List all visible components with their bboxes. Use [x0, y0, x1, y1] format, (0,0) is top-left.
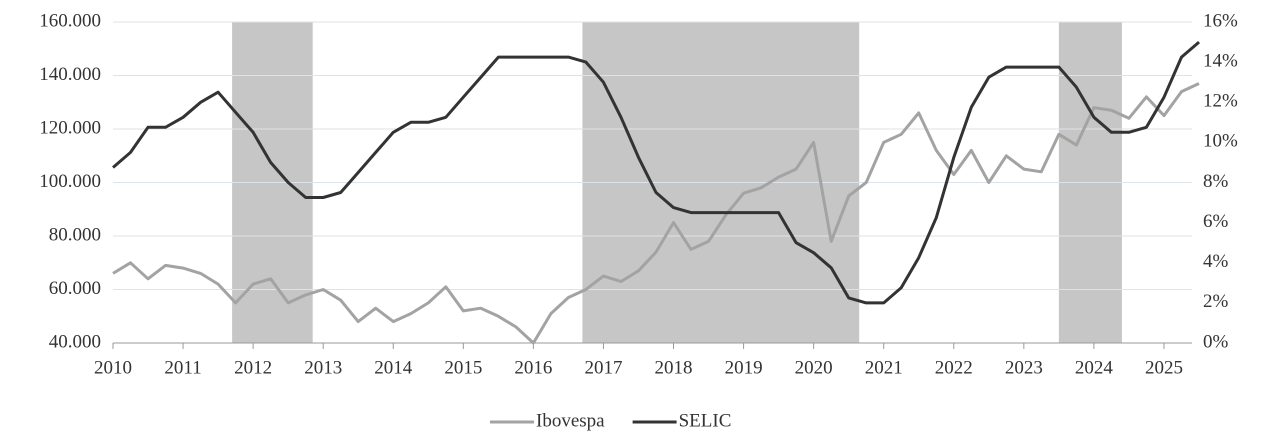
x-tick-label: 2015	[444, 357, 482, 378]
y-tick-label: 120.000	[39, 117, 101, 138]
y-tick-label: 160.000	[39, 10, 101, 31]
y2-tick-label: 12%	[1203, 91, 1238, 112]
legend-label: Ibovespa	[536, 410, 605, 431]
y2-tick-label: 0%	[1203, 331, 1229, 352]
y2-tick-label: 10%	[1203, 131, 1238, 152]
x-tick-label: 2023	[1005, 357, 1043, 378]
y-tick-label: 80.000	[49, 224, 101, 245]
x-tick-label: 2021	[865, 357, 903, 378]
x-tick-label: 2011	[164, 357, 201, 378]
series-line	[112, 82, 1200, 345]
y2-tick-label: 4%	[1203, 251, 1229, 272]
y2-tick-label: 2%	[1203, 291, 1229, 312]
x-tick-label: 2010	[94, 357, 132, 378]
x-tick-label: 2014	[374, 357, 413, 378]
y2-tick-label: 6%	[1203, 211, 1229, 232]
x-tick-label: 2017	[584, 357, 622, 378]
y-tick-label: 60.000	[49, 278, 101, 299]
x-tick-label: 2022	[935, 357, 973, 378]
x-tick-label: 2019	[725, 357, 763, 378]
x-tick-label: 2016	[514, 357, 552, 378]
y-tick-label: 140.000	[39, 64, 101, 85]
x-tick-label: 2013	[304, 357, 342, 378]
y-tick-label: 100.000	[39, 171, 101, 192]
y-tick-label: 40.000	[49, 331, 101, 352]
x-tick-label: 2012	[234, 357, 272, 378]
y2-tick-label: 16%	[1203, 10, 1238, 31]
y2-tick-label: 14%	[1203, 50, 1238, 71]
y2-tick-label: 8%	[1203, 171, 1229, 192]
legend-label: SELIC	[679, 410, 732, 431]
x-tick-label: 2024	[1075, 357, 1114, 378]
x-tick-label: 2025	[1145, 357, 1183, 378]
x-tick-label: 2018	[655, 357, 693, 378]
series-line	[112, 40, 1200, 305]
x-tick-label: 2020	[795, 357, 833, 378]
